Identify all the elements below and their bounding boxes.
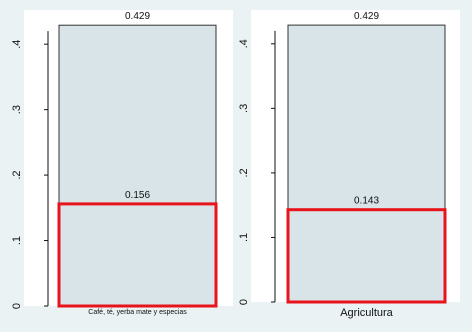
chart-panel-2: 0 .1 .2 .3 .4 0.429 0.143 Agricultura [238,10,460,319]
y-tick-label: .2 [11,170,23,179]
y-tick-label: .4 [238,39,250,48]
category-label: Café, té, yerba mate y especias [88,309,187,316]
y-tick-label: 0 [11,303,23,309]
data-label: 0.156 [125,190,150,201]
y-tick-label: .1 [238,233,250,242]
y-tick-label: 0 [238,299,250,305]
chart-panel-1: 0 .1 .2 .3 .4 0.429 0.156 Café, té, yerba mate … [11,10,233,316]
total-bar [58,24,217,307]
y-tick-label: .3 [11,105,23,114]
data-label: 0.429 [354,11,379,22]
highlight-bar [57,202,218,308]
y-tick-label: .1 [11,236,23,245]
data-label: 0.143 [354,196,379,207]
y-tick-label: .3 [238,104,250,113]
y-tick-label: .4 [11,40,23,49]
total-bar [287,24,446,303]
y-tick-label: .2 [238,168,250,177]
data-label: 0.429 [125,11,150,22]
highlight-bar [286,208,447,304]
category-label: Agricultura [340,307,393,319]
